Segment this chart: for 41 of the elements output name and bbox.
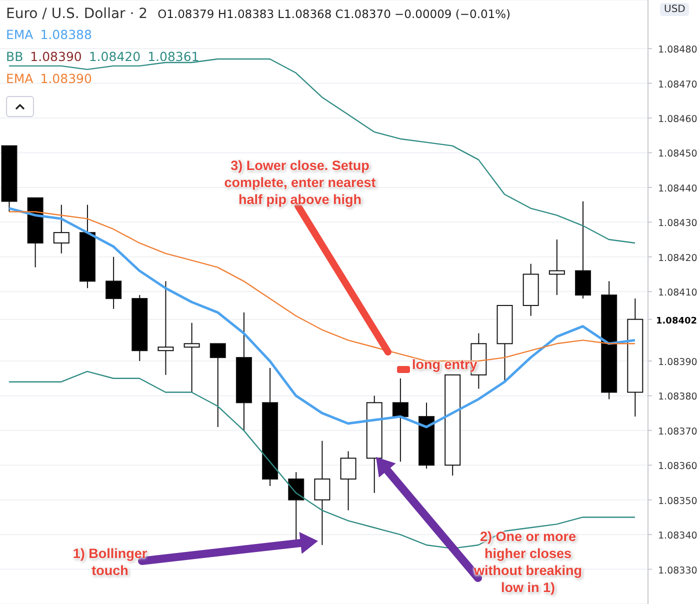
candlestick — [53, 204, 70, 254]
text: O1.08379 H1.08383 L1.08368 C1.08370 −0.00009 (−0.01%) — [158, 7, 511, 21]
y-tick-label: 1.08410 — [658, 288, 698, 299]
y-tick-label: 1.08350 — [658, 496, 698, 507]
candlestick — [340, 450, 356, 511]
annotation: 1.08390 — [30, 49, 82, 64]
annotation: 1.08390 — [40, 71, 92, 86]
y-tick-label: 1.08390 — [658, 357, 698, 368]
line-series — [8, 370, 636, 550]
candlestick — [288, 472, 304, 542]
y-tick-label: 1.08420 — [658, 252, 698, 264]
annotation: 1.08420 — [88, 49, 141, 64]
candlestick — [392, 378, 408, 462]
candlestick — [548, 239, 565, 296]
y-tick-label: 1.08440 — [658, 183, 698, 194]
y-tick-label: 1.08450 — [658, 148, 698, 160]
line-series — [8, 207, 636, 428]
candlestick — [210, 343, 226, 428]
text: USD — [660, 3, 690, 16]
annotation: 1) Bollinger touch — [72, 545, 148, 579]
y-tick-label: 1.08480 — [658, 44, 698, 56]
y-tick-label: 1.08360 — [658, 461, 698, 472]
y-tick-label: 1.08470 — [658, 79, 698, 90]
text: EMA — [6, 71, 34, 86]
annotation: 1.08361 — [148, 49, 200, 64]
annotation: 3) Lower close. Setup complete, enter nearest half pip above high — [223, 157, 377, 208]
text: EMA — [6, 27, 34, 42]
y-tick-label: 1.08402 — [656, 316, 697, 326]
candlestick — [158, 280, 174, 376]
y-tick-label: 1.08380 — [658, 392, 698, 403]
candlestick — [314, 440, 330, 546]
candlestick — [184, 322, 200, 393]
annotation: 1.08388 — [40, 27, 92, 42]
candlestick — [106, 256, 122, 310]
y-tick-label: 1.08430 — [658, 218, 698, 230]
y-tick-label: 1.08370 — [658, 426, 698, 438]
series-label: BB — [6, 49, 24, 64]
y-tick-label: 1.08340 — [658, 530, 698, 542]
y-tick-label: 1.08460 — [658, 114, 698, 126]
y-tick-label: 1.08330 — [658, 565, 698, 576]
chart-title: Euro / U.S. Dollar · 2 — [6, 6, 148, 22]
